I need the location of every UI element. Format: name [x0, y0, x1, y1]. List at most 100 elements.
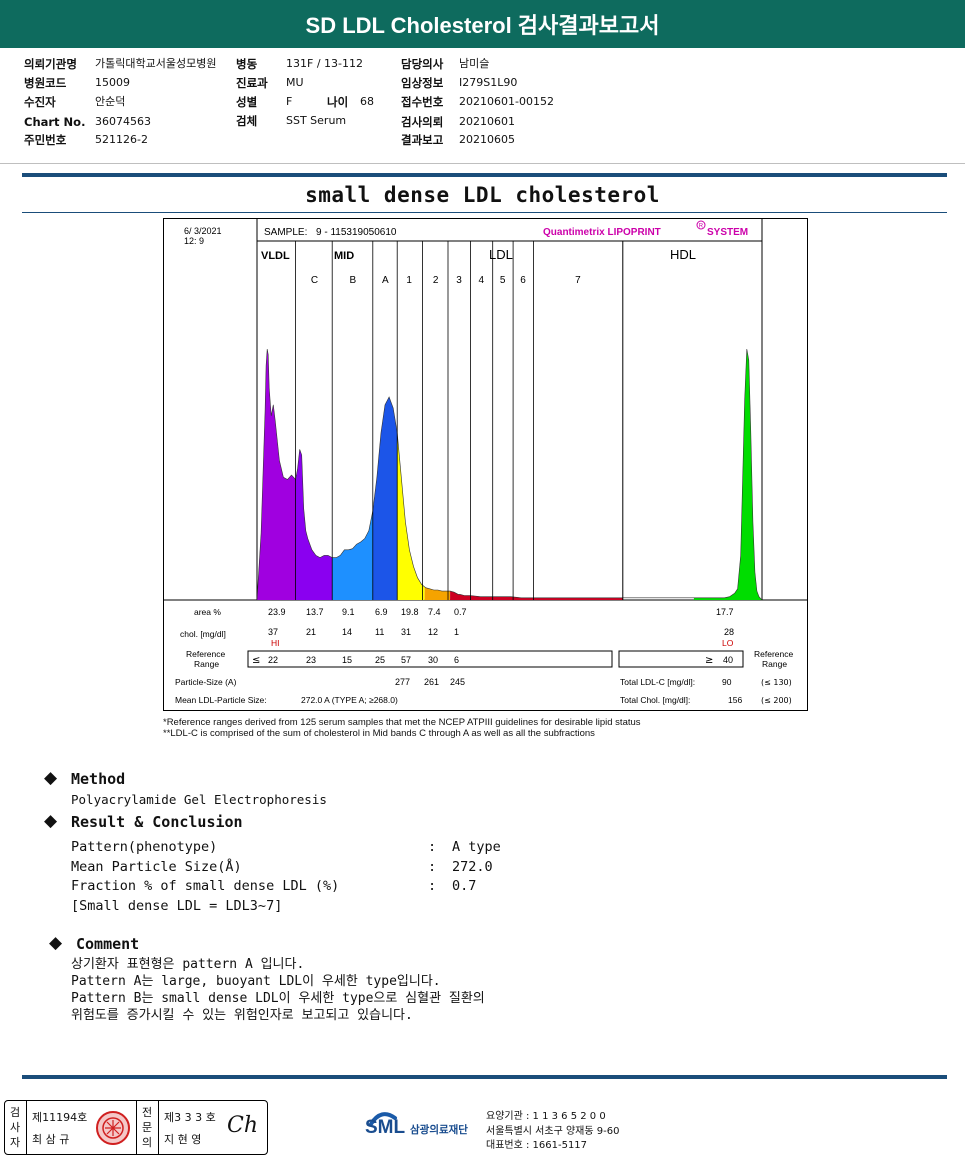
label-report-date: 결과보고 [401, 133, 444, 147]
ref-range-value-6: 6 [454, 655, 459, 665]
label-request-date: 검사의뢰 [401, 115, 444, 129]
label-patient: 수진자 [24, 95, 56, 109]
registered-mark-icon [696, 220, 706, 230]
area-pct-value-3: 6.9 [375, 607, 388, 617]
comment-line-2: Pattern A는 large, buoyant LDL이 우세한 type입… [71, 974, 441, 989]
chol-value-0: 37 [268, 627, 278, 637]
band-label-A: A [382, 275, 389, 286]
total-chol-label: Total Chol. [mg/dl]: [620, 695, 690, 705]
hdl-ref-ge-symbol: ≥ [705, 655, 713, 666]
result-colon: : [428, 839, 437, 855]
area-pct-value-0: 23.9 [268, 607, 286, 617]
report-title: SD LDL Cholesterol 검사결과보고서 [305, 13, 660, 38]
chol-value-2: 14 [342, 627, 352, 637]
label-sex: 성별 [236, 95, 258, 109]
sample-id: 9 - 115319050610 [316, 227, 397, 238]
lipoprint-chart: 6/ 3/2021 12: 9 SAMPLE: 9 - 115319050610… [163, 218, 808, 711]
label-department: 진료과 [236, 76, 268, 90]
specialist-name: 지 현 영 [164, 1133, 202, 1146]
foundation-name: 삼광의료재단 [410, 1124, 468, 1136]
diamond-bullet-icon: ◆ [44, 768, 58, 788]
total-ldl-label: Total LDL-C [mg/dl]: [620, 677, 695, 687]
address-line-2: 서울특별시 서초구 양재동 9-60 [486, 1126, 620, 1137]
comment-heading: Comment [76, 935, 140, 953]
area-pct-value-1: 13.7 [306, 607, 324, 617]
method-text: Polyacrylamide Gel Electrophoresis [71, 792, 327, 807]
row-label-mean: Mean LDL-Particle Size: [175, 695, 267, 705]
comment-line-3: Pattern B는 small dense LDL이 우세한 type으로 심… [71, 991, 485, 1006]
profile-band-fill-4 [397, 432, 425, 600]
lo-flag: LO [722, 638, 734, 648]
profile-band-fill-7 [693, 349, 762, 600]
profile-band-fill-6 [450, 591, 623, 600]
row-label-particle: Particle-Size (A) [175, 677, 237, 687]
section-rule-top [22, 173, 947, 177]
logo-text: SML [365, 1117, 406, 1138]
total-chol-ref: (≤ 200) [761, 696, 792, 705]
group-label-hdl: HDL [670, 247, 696, 262]
ref-range-value-0: 22 [268, 655, 278, 665]
profile-outline [256, 348, 763, 601]
band-label-C: C [311, 275, 318, 286]
hdl-chol-value: 28 [724, 627, 734, 637]
value-clinical-info: I279S1L90 [459, 76, 518, 89]
examiner-name: 최 삼 규 [32, 1133, 70, 1146]
ref-range-value-2: 15 [342, 655, 352, 665]
profile-band-fill-5 [424, 586, 451, 600]
result-heading: Result & Conclusion [71, 813, 243, 831]
result-value-pattern: A type [452, 839, 501, 855]
label-age: 나이 [327, 95, 349, 109]
address-line-1: 요양기관 : 1 1 3 6 5 2 0 0 [486, 1111, 606, 1122]
band-label-4: 4 [479, 275, 485, 286]
sign-divider [26, 1101, 27, 1154]
sml-logo-mark-icon [369, 1112, 397, 1126]
result-colon: : [428, 859, 437, 875]
address-line-3: 대표번호 : 1661-5117 [486, 1140, 588, 1151]
row-label-ref-right-2: Range [762, 659, 787, 669]
band-label-1: 1 [406, 275, 412, 286]
row-label-ref-2: Range [194, 659, 219, 669]
value-hospital-code: 15009 [95, 76, 130, 89]
value-chart-no: 36074563 [95, 115, 151, 128]
profile-band-fill-0 [257, 349, 296, 600]
examiner-license: 제11194호 [32, 1111, 88, 1124]
signature-box: 검사자 제11194호 최 삼 규 전문의 제3 3 3 호 지 현 영 Ch [4, 1100, 268, 1155]
value-sex: F [286, 95, 293, 108]
group-label-ldl: LDL [489, 247, 513, 262]
sample-label: SAMPLE: [264, 227, 307, 238]
chart-time: 12: 9 [184, 236, 204, 246]
particle-size-value-1: 261 [424, 677, 439, 687]
examiner-seal-stamp [96, 1111, 130, 1145]
value-request-date: 20210601 [459, 115, 515, 128]
value-institution: 가톨릭대학교서울성모병원 [95, 57, 217, 70]
hdl-ref-value: 40 [723, 655, 733, 665]
result-label-fraction: Fraction % of small dense LDL (%) [71, 878, 340, 894]
band-dividers [295, 241, 624, 600]
ref-range-value-4: 57 [401, 655, 411, 665]
value-age: 68 [360, 95, 374, 108]
label-clinical-info: 임상정보 [401, 76, 444, 90]
diamond-bullet-icon: ◆ [44, 811, 58, 831]
value-patient: 안순덕 [95, 95, 126, 108]
label-doctor: 담당의사 [401, 57, 444, 71]
footnote-1: *Reference ranges derived from 125 serum… [163, 717, 641, 728]
profile-band-fill-2 [332, 510, 373, 600]
total-chol-value: 156 [728, 695, 742, 705]
result-colon: : [428, 878, 437, 894]
ref-le-symbol: ≤ [252, 655, 260, 666]
label-hospital-code: 병원코드 [24, 76, 67, 90]
hdl-area-value: 17.7 [716, 607, 734, 617]
section-title: small dense LDL cholesterol [305, 183, 660, 207]
sign-divider [136, 1101, 137, 1154]
examiner-label: 검사자 [9, 1106, 21, 1149]
result-value-mean-size: 272.0 [452, 859, 493, 875]
particle-size-value-0: 277 [395, 677, 410, 687]
mean-particle-value: 272.0 A (TYPE A; ≥268.0) [301, 695, 398, 705]
hdl-ref-range-box [618, 650, 744, 668]
value-doctor: 남미슬 [459, 57, 490, 70]
value-resident-no: 521126-2 [95, 133, 148, 146]
band-table-values: 23.9 13.7 9.1 6.9 19.8 7.4 0.7 37 21 14 11 31 12 1 22 2… [268, 607, 467, 687]
chol-value-5: 12 [428, 627, 438, 637]
particle-size-value-2: 245 [450, 677, 465, 687]
comment-line-1: 상기환자 표현형은 pattern A 입니다. [71, 957, 305, 972]
